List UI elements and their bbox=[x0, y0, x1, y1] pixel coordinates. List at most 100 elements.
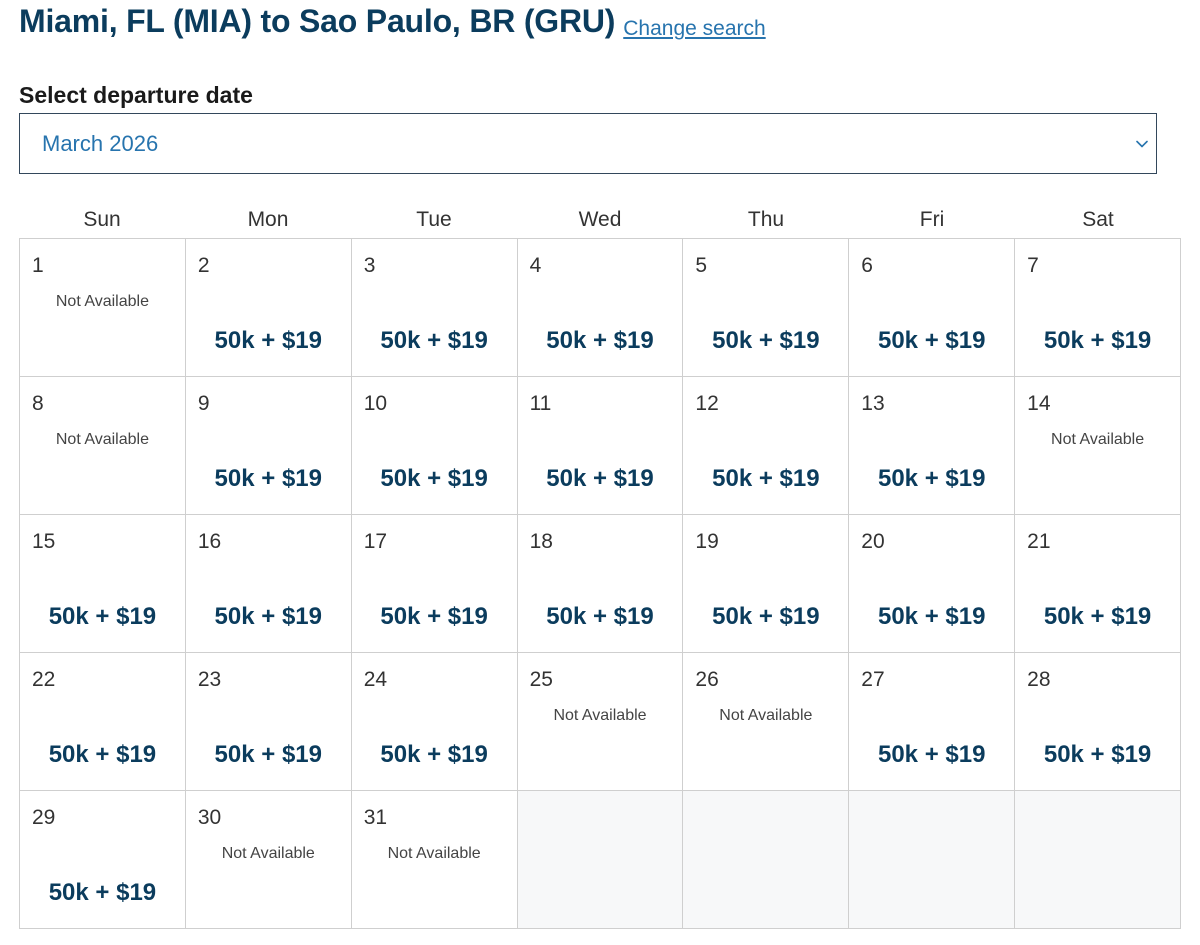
fare-price: 50k + $19 bbox=[1043, 603, 1152, 630]
day-cell-30: 30 Not Available bbox=[185, 791, 352, 929]
day-cell-17[interactable]: 17 50k + $19 bbox=[351, 515, 518, 653]
day-number: 14 bbox=[1027, 392, 1051, 415]
weekday-sun: Sun bbox=[83, 208, 121, 231]
day-cell-7[interactable]: 7 50k + $19 bbox=[1015, 239, 1181, 377]
not-available-label: Not Available bbox=[387, 845, 481, 862]
weekday-thu: Thu bbox=[747, 208, 785, 231]
fare-price: 50k + $19 bbox=[48, 603, 157, 630]
day-cell-12[interactable]: 12 50k + $19 bbox=[683, 377, 850, 515]
fare-price: 50k + $19 bbox=[48, 741, 157, 768]
fare-price: 50k + $19 bbox=[214, 741, 322, 768]
day-number: 17 bbox=[363, 530, 388, 553]
fare-price: 50k + $19 bbox=[214, 465, 322, 492]
day-number: 9 bbox=[197, 392, 210, 415]
day-number: 11 bbox=[529, 392, 552, 415]
day-number: 25 bbox=[529, 668, 553, 691]
fare-price: 50k + $19 bbox=[214, 603, 322, 630]
chevron-down-icon bbox=[1136, 140, 1148, 148]
day-cell-29[interactable]: 29 50k + $19 bbox=[20, 791, 186, 929]
fare-price: 50k + $19 bbox=[48, 879, 157, 906]
empty-day-cell bbox=[517, 791, 684, 929]
day-cell-5[interactable]: 5 50k + $19 bbox=[683, 239, 850, 377]
day-cell-16[interactable]: 16 50k + $19 bbox=[185, 515, 352, 653]
day-cell-3[interactable]: 3 50k + $19 bbox=[351, 239, 518, 377]
day-cell-24[interactable]: 24 50k + $19 bbox=[351, 653, 518, 791]
fare-price: 50k + $19 bbox=[712, 465, 820, 492]
day-cell-8: 8 Not Available bbox=[20, 377, 186, 515]
day-number: 26 bbox=[695, 668, 719, 691]
day-number: 27 bbox=[861, 668, 885, 691]
fare-price: 50k + $19 bbox=[712, 327, 820, 354]
weekday-sat: Sat bbox=[1082, 208, 1114, 231]
day-number: 2 bbox=[197, 254, 210, 277]
fare-price: 50k + $19 bbox=[1043, 327, 1152, 354]
fare-price: 50k + $19 bbox=[380, 327, 488, 354]
day-number: 22 bbox=[32, 668, 56, 691]
month-select[interactable]: March 2026 bbox=[19, 113, 1157, 174]
day-number: 1 bbox=[32, 254, 44, 277]
not-available-label: Not Available bbox=[221, 845, 315, 862]
day-number: 6 bbox=[861, 254, 873, 277]
day-cell-18[interactable]: 18 50k + $19 bbox=[517, 515, 684, 653]
day-cell-10[interactable]: 10 50k + $19 bbox=[351, 377, 518, 515]
fare-price: 50k + $19 bbox=[712, 603, 820, 630]
change-search-link[interactable]: Change search bbox=[623, 17, 766, 40]
day-number: 18 bbox=[529, 530, 553, 553]
day-number: 10 bbox=[363, 392, 388, 415]
fare-price: 50k + $19 bbox=[546, 603, 654, 630]
empty-day-cell bbox=[1015, 791, 1181, 929]
weekday-tue: Tue bbox=[416, 208, 452, 231]
day-number: 19 bbox=[695, 530, 719, 553]
day-cell-11[interactable]: 11 50k + $19 bbox=[517, 377, 684, 515]
fare-price: 50k + $19 bbox=[877, 465, 986, 492]
day-number: 29 bbox=[32, 806, 56, 829]
day-cell-14: 14 Not Available bbox=[1015, 377, 1181, 515]
day-cell-20[interactable]: 20 50k + $19 bbox=[849, 515, 1016, 653]
not-available-label: Not Available bbox=[553, 707, 647, 724]
day-number: 16 bbox=[197, 530, 222, 553]
day-number: 24 bbox=[363, 668, 388, 691]
day-number: 5 bbox=[695, 254, 708, 277]
day-cell-28[interactable]: 28 50k + $19 bbox=[1015, 653, 1181, 791]
day-cell-4[interactable]: 4 50k + $19 bbox=[517, 239, 684, 377]
day-number: 23 bbox=[197, 668, 222, 691]
fare-price: 50k + $19 bbox=[380, 603, 488, 630]
day-cell-9[interactable]: 9 50k + $19 bbox=[185, 377, 352, 515]
day-number: 12 bbox=[695, 392, 719, 415]
day-cell-25: 25 Not Available bbox=[517, 653, 684, 791]
day-number: 30 bbox=[197, 806, 222, 829]
day-cell-19[interactable]: 19 50k + $19 bbox=[683, 515, 850, 653]
empty-day-cell bbox=[683, 791, 850, 929]
not-available-label: Not Available bbox=[1051, 431, 1145, 448]
day-cell-23[interactable]: 23 50k + $19 bbox=[185, 653, 352, 791]
day-cell-13[interactable]: 13 50k + $19 bbox=[849, 377, 1016, 515]
not-available-label: Not Available bbox=[719, 707, 813, 724]
weekday-fri: Fri bbox=[919, 208, 945, 231]
day-number: 31 bbox=[363, 806, 388, 829]
fare-price: 50k + $19 bbox=[546, 465, 654, 492]
day-number: 28 bbox=[1027, 668, 1051, 691]
day-cell-2[interactable]: 2 50k + $19 bbox=[185, 239, 352, 377]
day-cell-22[interactable]: 22 50k + $19 bbox=[20, 653, 186, 791]
day-cell-15[interactable]: 15 50k + $19 bbox=[20, 515, 186, 653]
calendar-grid: 1 Not Available 2 50k + $19 3 50k + $19 4 50k +… bbox=[19, 238, 1181, 929]
day-cell-21[interactable]: 21 50k + $19 bbox=[1015, 515, 1181, 653]
day-number: 8 bbox=[32, 392, 44, 415]
day-number: 4 bbox=[529, 254, 542, 277]
day-number: 21 bbox=[1027, 530, 1051, 553]
day-number: 7 bbox=[1027, 254, 1039, 277]
day-cell-31: 31 Not Available bbox=[351, 791, 518, 929]
fare-price: 50k + $19 bbox=[877, 603, 986, 630]
empty-day-cell bbox=[849, 791, 1016, 929]
title-row: Miami, FL (MIA) to Sao Paulo, BR (GRU) C… bbox=[19, 0, 766, 50]
fare-price: 50k + $19 bbox=[877, 327, 986, 354]
day-cell-6[interactable]: 6 50k + $19 bbox=[849, 239, 1016, 377]
weekday-header: Sun Mon Tue Wed Thu Fri Sat bbox=[19, 205, 1181, 235]
month-select-value: March 2026 bbox=[42, 131, 159, 156]
select-date-label: Select departure date bbox=[19, 82, 253, 108]
fare-price: 50k + $19 bbox=[380, 741, 488, 768]
day-cell-1: 1 Not Available bbox=[20, 239, 186, 377]
day-cell-27[interactable]: 27 50k + $19 bbox=[849, 653, 1016, 791]
not-available-label: Not Available bbox=[55, 431, 149, 448]
day-number: 15 bbox=[32, 530, 56, 553]
